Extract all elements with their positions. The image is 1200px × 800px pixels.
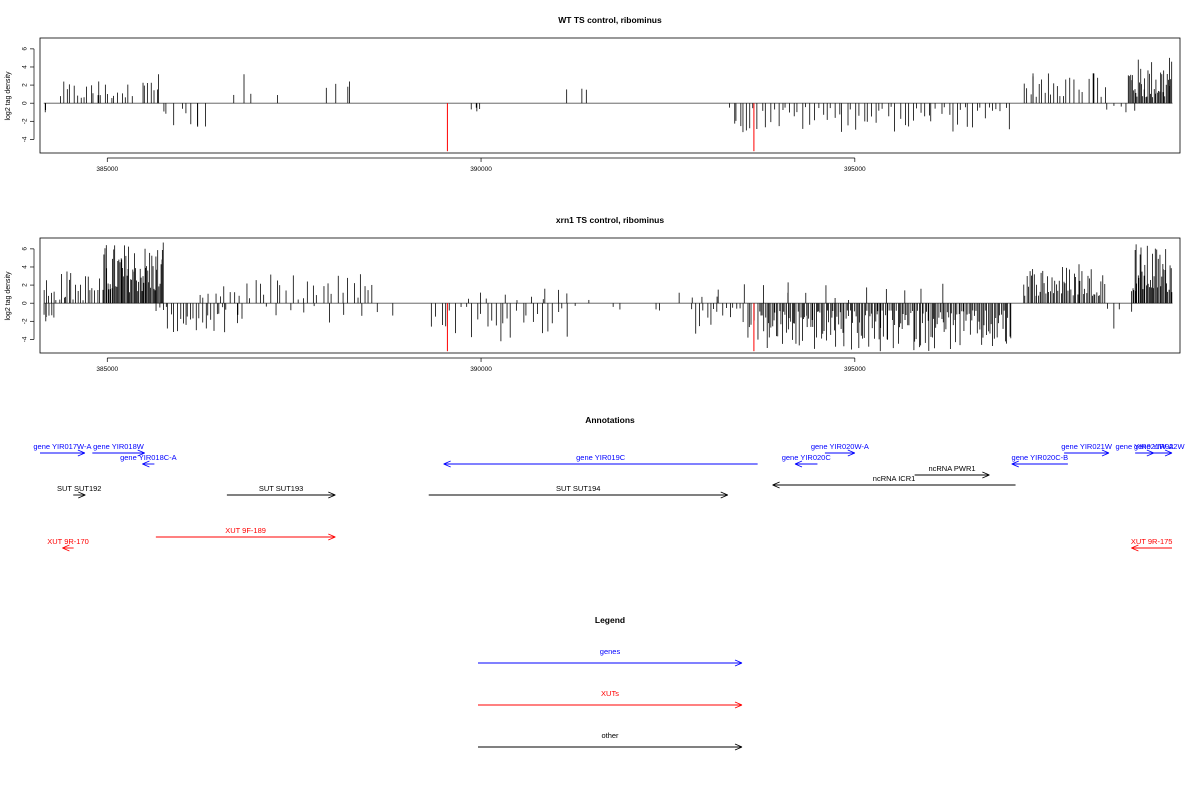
y-tick-label: 2 [22,83,29,87]
xrn1-markers [446,303,755,352]
y-tick-label: 0 [22,301,29,305]
annotation-arrow [914,471,990,479]
annotation-arrow [443,460,758,468]
wt-track-panel: WT TS control, ribominus -4 -2 0 2 4 6 385000 3… [5,15,1181,173]
x-tick-label: 385000 [96,366,118,373]
annotation-label: SUT SUT193 [259,484,303,493]
annotations-title: Annotations [585,415,635,425]
wt-y-axis-label: log2 tag density [5,71,12,121]
annotation-label: XUT 9F-189 [225,526,266,535]
annotation-label: gene YIR017W-A [33,442,91,451]
wt-plot-frame [39,37,1181,154]
wt-axes: -4 -2 0 2 4 6 385000 390000 395000 [22,47,866,173]
y-tick-label: 6 [22,47,29,51]
annotation-label: gene YIR021W-A [1115,442,1173,451]
legend-arrow [478,659,743,667]
annotation-arrow [142,460,155,468]
annotation-arrow [794,460,818,468]
y-tick-label: 4 [22,265,29,269]
legend-arrow [478,743,743,751]
annotation-arrow [62,544,74,552]
legend-label: XUTs [601,689,619,698]
annotation-label: gene YIR018C-A [120,453,177,462]
annotation-arrow [226,491,336,499]
y-tick-label: 6 [22,247,29,251]
annotations-panel: Annotations gene YIR017W-A gene YIR018Wge… [33,415,1186,552]
legend-items: genes XUTs other [478,647,743,751]
annotation-features: gene YIR017W-A gene YIR018W gene YIR018C-A… [33,442,1186,552]
y-tick-label: -4 [22,336,29,342]
annotation-label: gene YIR021W [1061,442,1113,451]
legend-arrow [478,701,743,709]
annotation-label: SUT SUT194 [556,484,600,493]
x-tick-label: 395000 [844,166,866,173]
annotation-label: gene YIR020W-A [811,442,869,451]
y-tick-label: -2 [22,118,29,124]
annotation-arrow [73,491,86,499]
wt-bars [43,57,1173,133]
annotation-label: SUT SUT192 [57,484,101,493]
xrn1-panel-title: xrn1 TS control, ribominus [556,215,664,225]
annotation-arrow [428,491,728,499]
annotation-arrow [92,449,145,457]
xrn1-bars [43,242,1173,352]
annotation-label: XUT 9R-170 [47,537,89,546]
y-tick-label: -4 [22,136,29,142]
annotation-arrow [1011,460,1068,468]
x-tick-label: 390000 [470,166,492,173]
annotation-arrow [772,481,1016,489]
annotation-label: XUT 9R-175 [1131,537,1173,546]
legend-label: genes [600,647,621,656]
legend-label: other [601,731,619,740]
annotation-arrow [1064,449,1110,457]
annotation-label: ncRNA PWR1 [928,464,975,473]
x-tick-label: 390000 [470,366,492,373]
xrn1-axes: -4 -2 0 2 4 6 385000 390000 395000 [22,247,866,373]
wt-markers [446,103,755,152]
annotation-arrow [1146,449,1173,457]
xrn1-track-panel: xrn1 TS control, ribominus -4 -2 0 2 4 6 38500… [5,215,1181,373]
annotation-arrow [155,533,336,541]
annotation-arrow [40,449,86,457]
annotation-label: gene YIR022W [1134,442,1186,451]
y-tick-label: 0 [22,101,29,105]
legend-title: Legend [595,615,625,625]
x-tick-label: 385000 [96,166,118,173]
annotation-label: gene YIR018W [93,442,145,451]
xrn1-y-axis-label: log2 tag density [5,271,12,321]
y-tick-label: -2 [22,318,29,324]
xrn1-plot-frame [39,237,1181,354]
x-tick-label: 395000 [844,366,866,373]
annotation-label: gene YIR020C-B [1012,453,1069,462]
wt-panel-title: WT TS control, ribominus [558,15,662,25]
y-tick-label: 4 [22,65,29,69]
annotation-arrow [1131,544,1172,552]
annotation-label: ncRNA ICR1 [873,474,916,483]
annotation-label: gene YIR019C [576,453,626,462]
annotation-arrow [824,449,855,457]
legend-panel: Legend genes XUTs other [478,615,743,751]
y-tick-label: 2 [22,283,29,287]
annotation-label: gene YIR020C [782,453,832,462]
